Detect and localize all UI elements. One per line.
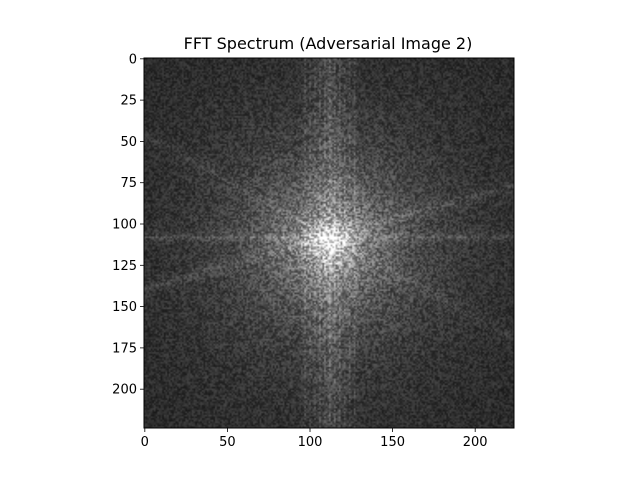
- spectrum-image: [144, 58, 514, 428]
- spectrum-heatmap: [144, 58, 514, 428]
- chart-title: FFT Spectrum (Adversarial Image 2): [184, 34, 473, 53]
- y-tick-label: 75: [120, 176, 137, 191]
- y-tick-label: 25: [120, 94, 137, 109]
- y-axis: 0 25 50 75 100 125 150 175 200: [112, 52, 144, 398]
- y-tick-label: 0: [129, 52, 137, 67]
- y-tick-label: 100: [112, 218, 137, 233]
- y-tick-label: 50: [120, 135, 137, 150]
- x-tick-label: 150: [380, 435, 405, 450]
- y-tick-label: 125: [112, 259, 137, 274]
- y-tick-label: 200: [112, 383, 137, 398]
- x-tick-label: 200: [463, 435, 488, 450]
- x-tick-label: 50: [219, 435, 236, 450]
- y-tick-label: 175: [112, 341, 137, 356]
- x-axis: 0 50 100 150 200: [141, 428, 488, 450]
- x-tick-label: 0: [141, 435, 149, 450]
- x-tick-label: 100: [298, 435, 323, 450]
- y-tick-label: 150: [112, 300, 137, 315]
- plot-frame: [143, 57, 515, 429]
